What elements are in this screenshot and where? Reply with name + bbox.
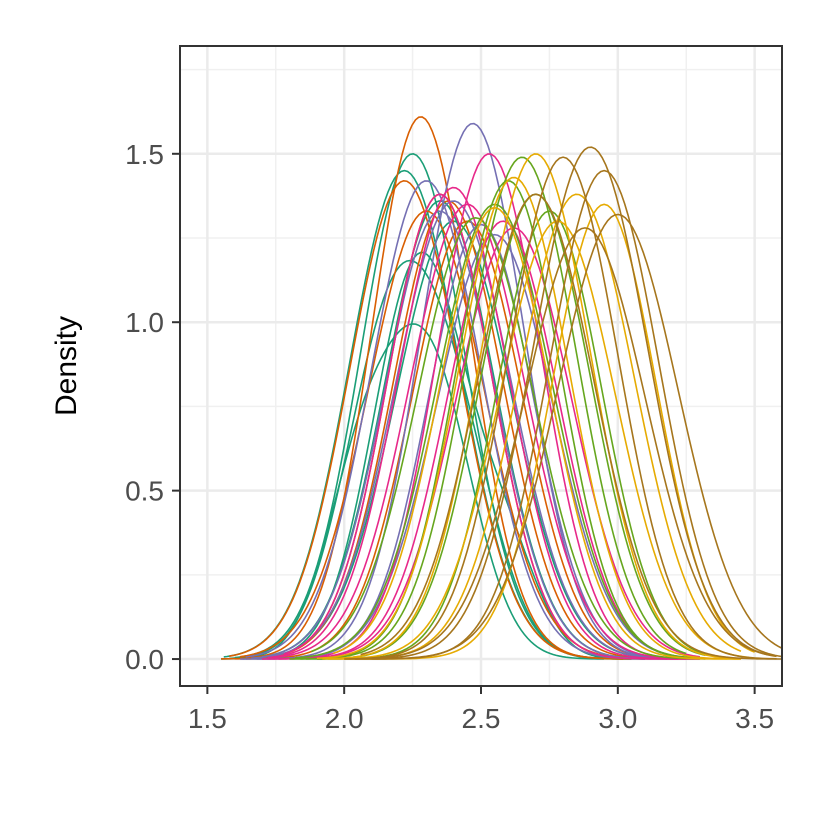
y-tick-label: 1.5	[125, 139, 164, 170]
density-curve-32	[316, 176, 728, 660]
density-curve-9	[229, 179, 632, 660]
y-tick-label: 0.5	[125, 476, 164, 507]
density-curve-38	[344, 146, 769, 660]
y-axis-title: Density	[50, 316, 83, 416]
density-curve-25	[289, 227, 701, 660]
x-tick-label: 3.5	[735, 703, 774, 734]
x-tick-label: 2.5	[462, 703, 501, 734]
y-tick-label: 1.0	[125, 307, 164, 338]
density-curve-8	[221, 116, 624, 660]
y-tick-label: 0.0	[125, 644, 164, 675]
density-curve-39	[349, 156, 777, 660]
density-curve-23	[278, 220, 695, 660]
x-tick-label: 1.5	[188, 703, 227, 734]
density-curve-24	[283, 193, 700, 660]
y-axis: 0.0 0.5 1.0 1.5	[125, 139, 180, 675]
density-curve-21	[267, 186, 687, 660]
density-curve-30	[311, 216, 706, 660]
density-curve-33	[322, 153, 733, 660]
density-curve-20	[262, 153, 673, 660]
density-curve-26	[289, 156, 687, 660]
density-curve-28	[300, 180, 700, 660]
x-axis: 1.5 2.0 2.5 3.0 3.5	[188, 686, 774, 734]
density-curve-36	[338, 220, 750, 660]
density-curve-43	[371, 169, 783, 660]
x-tick-label: 3.0	[598, 703, 637, 734]
density-curves	[221, 116, 783, 660]
density-curve-42	[366, 227, 777, 660]
x-tick-label: 2.0	[325, 703, 364, 734]
density-curve-41	[360, 193, 783, 660]
density-curve-1	[221, 323, 605, 660]
density-curve-14	[240, 122, 659, 660]
